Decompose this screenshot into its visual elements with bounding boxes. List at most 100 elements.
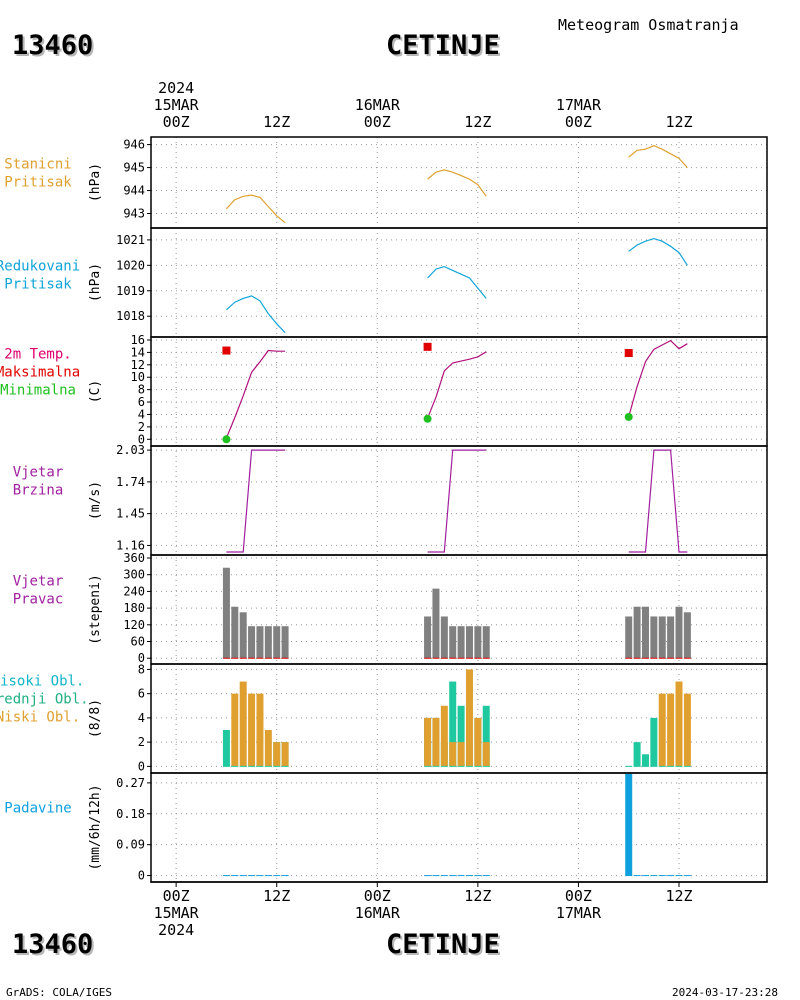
low-cloud-bar (675, 681, 683, 767)
low-cloud-bar (264, 730, 272, 767)
plot-area: 00Z00Z15MAR15MAR2024202412Z12Z00Z00Z16MA… (0, 79, 768, 939)
temp-max-marker (222, 346, 231, 355)
station-id-bottom: 13460 (12, 929, 93, 960)
temperatura-ytick-label: 12 (131, 358, 145, 372)
low-cloud-bar (432, 717, 440, 767)
stanicni-series-line (628, 145, 688, 169)
temperatura-series-line (427, 351, 487, 419)
low-cloud-bar (667, 693, 675, 767)
brzina-series-line (427, 449, 487, 553)
oblaci-ytick-label: 2 (138, 735, 145, 749)
mid-cloud-bar (650, 717, 658, 767)
low-cloud-bar (482, 742, 490, 767)
brzina-ytick-label: 2.03 (116, 443, 145, 457)
redukovani-series-line (628, 237, 688, 266)
stanicni-series-line (427, 169, 487, 197)
brzina-ytick-label: 1.74 (116, 475, 145, 489)
temperatura-panel-label: Maksimalna (0, 365, 80, 381)
stanicni-ytick-label: 944 (123, 184, 145, 198)
temp-min-marker (423, 414, 432, 423)
stanicni-panel-label: Stanicni (4, 157, 71, 173)
oblaci-panel-label: Srednji Obl. (0, 692, 89, 708)
bottom-hour-label: 12Z (464, 887, 491, 905)
top-hour-label: 12Z (263, 113, 290, 131)
temp-max-marker (423, 342, 432, 351)
bottom-hour-label: 00Z (364, 887, 391, 905)
redukovani-panel-frame (150, 227, 768, 338)
brzina-ytick-label: 1.16 (116, 538, 145, 552)
oblaci-ylabel: (8/8) (88, 699, 103, 738)
pravac-bar (625, 616, 633, 659)
bottom-date-label: 16MAR (355, 904, 401, 922)
redukovani-series-line (427, 265, 487, 299)
pravac-bar (449, 626, 457, 659)
temp-max-marker (624, 349, 633, 358)
low-cloud-bar (449, 742, 457, 767)
brzina-panel-label: Brzina (13, 483, 64, 499)
low-cloud-bar (239, 681, 247, 767)
pravac-bar (222, 567, 230, 659)
bottom-hour-label: 00Z (163, 887, 190, 905)
temperatura-ytick-label: 2 (138, 420, 145, 434)
redukovani-ytick-label: 1019 (116, 284, 145, 298)
pravac-panel-label: Vjetar (13, 574, 64, 590)
top-year-label: 2024 (158, 79, 194, 97)
pravac-bar (683, 612, 691, 659)
pravac-bar (256, 626, 264, 659)
redukovani-series-line (225, 295, 286, 334)
top-hour-label: 12Z (665, 113, 692, 131)
oblaci-ytick-label: 4 (138, 711, 145, 725)
stanicni-ytick-label: 946 (123, 138, 145, 152)
temperatura-series-line (225, 349, 286, 439)
oblaci-panel-label: Visoki Obl. (0, 674, 84, 690)
pravac-bar (658, 616, 666, 659)
station-name-bottom: CETINJE (386, 929, 500, 960)
temperatura-ytick-label: 4 (138, 407, 145, 421)
pravac-ytick-label: 240 (123, 584, 145, 598)
low-cloud-bar (281, 742, 289, 767)
pravac-bar (231, 606, 239, 659)
oblaci-ytick-label: 0 (138, 759, 145, 773)
brzina-ytick-label: 1.45 (116, 507, 145, 521)
product-title: Meteogram Osmatranja (558, 16, 739, 34)
stanicni-panel-frame (150, 136, 768, 229)
temperatura-ytick-label: 0 (138, 432, 145, 446)
low-cloud-bar (231, 693, 239, 767)
mid-cloud-bar (449, 681, 457, 767)
mid-cloud-bar (482, 705, 490, 767)
stanicni-panel-label: Pritisak (4, 175, 72, 191)
bottom-date-label: 17MAR (556, 904, 602, 922)
low-cloud-bar (683, 693, 691, 767)
redukovani-panel-label: Pritisak (4, 277, 72, 293)
station-name: CETINJE (386, 30, 500, 61)
oblaci-ytick-label: 8 (138, 662, 145, 676)
low-cloud-bar (256, 693, 264, 767)
temperatura-ytick-label: 14 (131, 345, 145, 359)
pravac-bar (633, 606, 641, 659)
pravac-ytick-label: 180 (123, 601, 145, 615)
low-cloud-bar (440, 705, 448, 767)
pravac-ytick-label: 300 (123, 568, 145, 582)
stanicni-ytick-label: 945 (123, 161, 145, 175)
pravac-bar (432, 588, 440, 659)
padavine-ytick-label: 0 (138, 869, 145, 883)
top-date-label: 16MAR (355, 96, 401, 114)
stanicni-ytick-label: 943 (123, 207, 145, 221)
pravac-bar (264, 626, 272, 659)
pravac-bar (650, 616, 658, 659)
low-cloud-bar (248, 693, 256, 767)
temperatura-ylabel: (C) (88, 380, 103, 403)
pravac-bar (641, 606, 649, 659)
pravac-bar (281, 626, 289, 659)
brzina-series-line (628, 449, 688, 553)
brzina-panel-label: Vjetar (13, 465, 64, 481)
bottom-hour-label: 12Z (665, 887, 692, 905)
top-hour-label: 00Z (364, 113, 391, 131)
credit-text: GrADS: COLA/IGES (6, 986, 112, 999)
mid-cloud-bar (641, 754, 649, 767)
temperatura-ytick-label: 6 (138, 395, 145, 409)
pravac-bar (248, 626, 256, 659)
mid-cloud-bar (457, 705, 465, 767)
padavine-panel-label: Padavine (4, 801, 71, 817)
brzina-series-line (226, 449, 286, 553)
